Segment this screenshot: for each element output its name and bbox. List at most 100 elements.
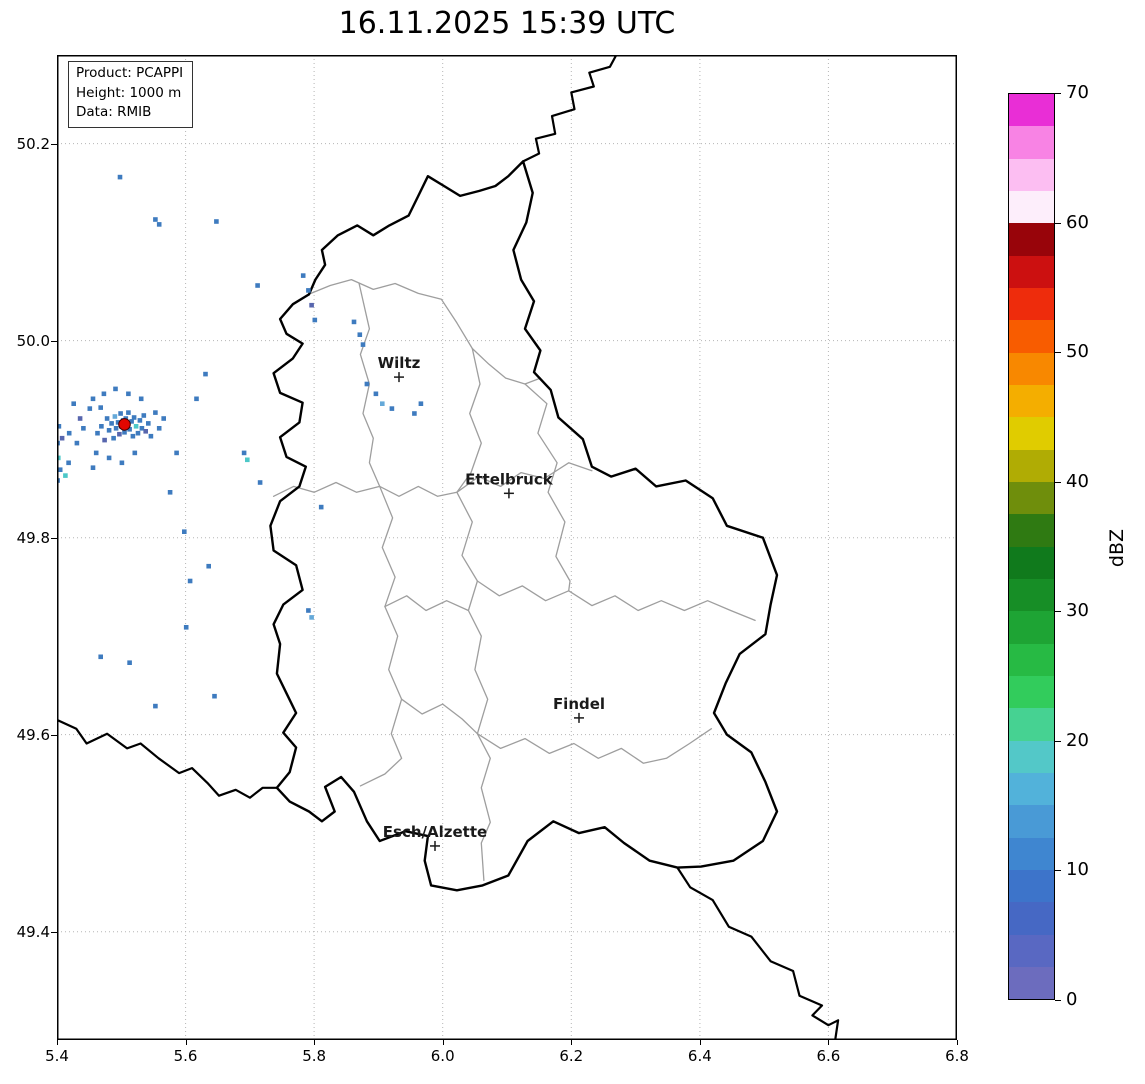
radar-echo-pixel [206,563,211,569]
radar-echo-pixel [245,457,250,463]
x-tick-label: 6.8 [945,1047,969,1065]
radar-echo-pixel [309,302,314,308]
colorbar-label: dBZ [1106,528,1128,568]
radar-echo-pixel [74,440,80,446]
radar-echo-pixel [135,430,141,436]
y-tick-mark [51,734,57,736]
radar-echo-pixel [153,410,158,415]
radar-echo-pixel [418,401,424,406]
radar-site-marker [118,418,131,431]
radar-echo-pixel [360,342,366,347]
canton-border [456,491,491,882]
radar-echo-pixel [104,416,110,421]
canton-border [310,278,542,385]
radar-echo-pixel [57,455,61,461]
info-data-source-line: Data: RMIB [76,104,152,121]
y-tick-label: 50.0 [16,331,50,350]
canton-border [476,580,756,622]
colorbar-tick-label: 30 [1066,600,1089,622]
radar-echo-pixel [57,424,62,429]
y-tick-label: 49.4 [16,922,50,941]
radar-echo-pixel [101,391,107,397]
colorbar-band [1009,352,1054,385]
x-tick-label: 6.4 [687,1047,712,1065]
colorbar-tick-mark [1055,740,1061,742]
figure-title: 16.11.2025 15:39 UTC [338,6,676,41]
radar-echo-pixel [122,430,127,435]
colorbar-band [1009,546,1054,579]
radar-echo-pixel [81,426,86,431]
canton-border [359,485,403,787]
x-tick-mark [699,1040,701,1045]
radar-echo-pixel [187,578,193,584]
y-tick-mark [51,537,57,539]
colorbar-band [1009,255,1054,288]
radar-echo-pixel [111,435,116,441]
colorbar-band [1009,417,1054,450]
canton-border [272,481,458,497]
radar-echo-pixel [63,473,68,478]
radar-echo-pixel [126,391,131,397]
radar-echo-pixel [309,615,314,620]
canton-border [456,462,593,493]
colorbar-band [1009,320,1054,353]
colorbar-band [1009,869,1054,903]
radar-echo-pixel [95,430,100,436]
map-plot: Wiltz Ettelbruck Findel Esch/Alzette Produc… [57,55,957,1040]
neighbor-country-border [57,718,278,799]
radar-echo-pixel [109,421,114,426]
radar-echo-pixel [306,608,311,613]
colorbar-tick-mark [1055,1000,1061,1001]
radar-echo-pixel [99,424,104,429]
luxembourg-border [269,160,779,892]
radar-echo-pixel [127,660,132,665]
city-label: Esch/Alzette [383,823,487,841]
radar-echo-pixel [306,288,311,293]
colorbar-tick-label: 60 [1066,211,1089,233]
radar-echo-pixel [212,693,217,699]
colorbar-tick-label: 40 [1066,470,1089,492]
radar-echo-pixel [153,217,158,222]
colorbar-tick-mark [1055,352,1061,354]
colorbar-band [1009,837,1054,870]
radar-echo-pixel [143,429,148,434]
y-tick-mark [51,143,57,145]
colorbar-band [1009,126,1054,159]
radar-echo-pixel [129,419,134,424]
colorbar-tick-label: 70 [1066,82,1089,103]
radar-echo-pixel [115,420,121,425]
x-tick-mark [442,1040,444,1045]
radar-echo-pixel [156,426,162,431]
radar-echo-pixel [102,437,107,443]
radar-echo-pixel [351,319,357,325]
plot-frame [57,55,957,1040]
colorbar-band [1009,902,1054,935]
radar-echo-pixel [113,426,119,431]
radar-echo-pixel [93,450,99,456]
radar-echo-pixel [146,421,151,426]
colorbar-band [1009,190,1054,224]
radar-echo-pixel [318,504,324,510]
radar-echo-pixel [87,406,93,411]
colorbar-tick-mark [1055,870,1061,872]
radar-echo-pixel [77,416,83,421]
colorbar-band [1009,578,1054,612]
canton-border [476,728,713,764]
colorbar-tick-label: 10 [1066,859,1089,881]
radar-echo-pixel [126,410,131,415]
y-tick-label: 49.6 [16,725,50,744]
x-tick-label: 6.2 [559,1047,584,1065]
neighbor-country-border [676,866,840,1040]
colorbar-band [1009,514,1054,547]
colorbar-band [1009,158,1054,191]
radar-echo-pixel [98,405,103,410]
radar-echo-pixel [117,431,122,437]
canton-border [456,347,482,493]
radar-echo-pixel [98,654,103,660]
colorbar-band [1009,287,1054,321]
radar-echo-pixel [194,396,199,402]
colorbar-band [1009,481,1054,515]
radar-echo-pixel [118,411,123,416]
colorbar-tick-label: 50 [1066,341,1089,363]
colorbar-band [1009,708,1054,741]
